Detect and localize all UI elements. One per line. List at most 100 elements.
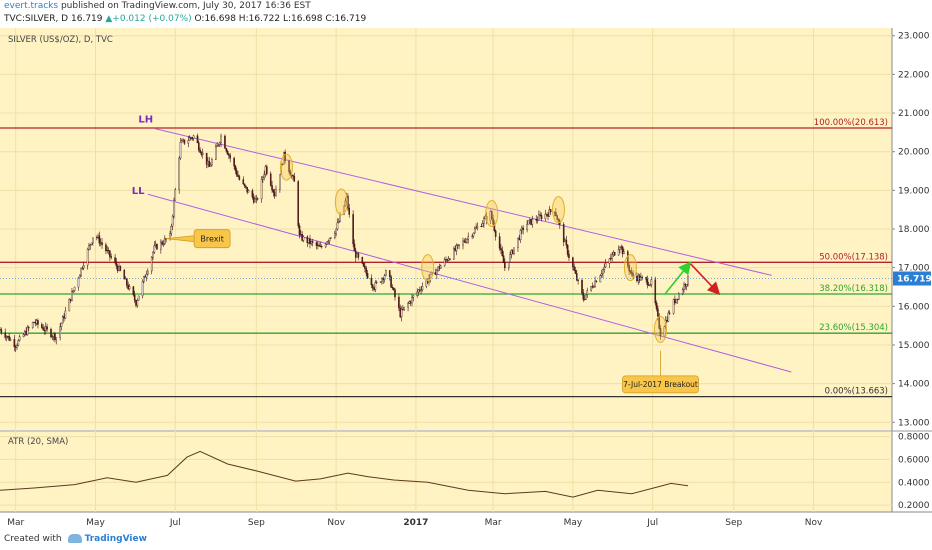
candle-body — [371, 284, 374, 289]
candle-body — [327, 240, 330, 243]
candle-body — [628, 265, 630, 271]
candle-body — [381, 278, 383, 283]
candle-body — [370, 278, 373, 286]
candle-body — [292, 175, 294, 177]
candle-body — [492, 218, 494, 225]
footer-credit: Created with TradingView — [4, 534, 147, 544]
tradingview-brand[interactable]: TradingView — [84, 534, 147, 544]
candle-body — [403, 306, 405, 310]
candle-body — [638, 275, 641, 281]
candle-body — [22, 334, 25, 337]
candle-body — [564, 239, 566, 243]
candle-body — [68, 298, 71, 312]
candle-body — [115, 261, 118, 267]
candle-body — [684, 284, 687, 287]
candle-body — [306, 236, 309, 244]
candle-body — [619, 246, 621, 250]
candle-body — [224, 135, 226, 149]
candle-body — [419, 289, 421, 291]
candle-body — [362, 262, 365, 267]
candle-body — [594, 280, 596, 287]
candle-body — [273, 191, 276, 197]
candle-body — [593, 286, 595, 288]
trendline-label: LH — [138, 115, 153, 126]
candle-body — [519, 230, 522, 240]
candle-body — [326, 241, 328, 245]
candle-body — [171, 215, 174, 227]
candle-body — [5, 336, 8, 338]
candle-body — [319, 246, 322, 248]
y-tick-label: 21.000 — [898, 109, 930, 119]
candle-body — [654, 279, 657, 304]
candle-body — [0, 329, 3, 333]
candle-body — [162, 243, 165, 245]
candle-body — [483, 218, 485, 224]
candle-body — [657, 308, 659, 317]
candle-body — [498, 236, 501, 249]
candle-body — [398, 296, 400, 309]
candle-body — [89, 244, 92, 246]
highlight-ellipse — [623, 254, 637, 282]
candle-body — [309, 238, 311, 245]
candle-body — [646, 279, 649, 286]
change-value: +0.012 (+0.07%) — [112, 14, 192, 24]
created-with-text: Created with — [4, 534, 62, 544]
candle-body — [156, 244, 158, 250]
candle-body — [272, 189, 275, 193]
candle-body — [443, 259, 446, 266]
candle-body — [330, 237, 332, 239]
candle-body — [416, 291, 419, 296]
candle-body — [544, 213, 547, 220]
candle-body — [502, 255, 505, 263]
candle-body — [603, 266, 606, 270]
x-tick-label: Jul — [169, 518, 181, 528]
candle-body — [620, 246, 623, 248]
candle-body — [555, 212, 557, 216]
candle-body — [674, 299, 676, 303]
candle-body — [494, 230, 497, 237]
candle-body — [602, 269, 604, 274]
candle-body — [623, 251, 625, 255]
candle-body — [205, 152, 208, 165]
candle-body — [388, 270, 391, 277]
candle-body — [467, 236, 470, 240]
candle-body — [279, 174, 281, 190]
candle-body — [659, 328, 662, 337]
candle-body — [539, 214, 541, 216]
candle-body — [73, 286, 76, 291]
candle-body — [106, 249, 109, 252]
candle-body — [521, 227, 523, 231]
atr-tick-label: 0.6000 — [898, 455, 930, 465]
candle-body — [480, 226, 483, 228]
candle-body — [685, 284, 688, 287]
candle-body — [251, 190, 254, 198]
candle-body — [98, 235, 101, 244]
candle-body — [425, 280, 428, 287]
candle-body — [220, 135, 222, 143]
candle-body — [153, 245, 156, 253]
candle-body — [667, 312, 670, 322]
candle-body — [226, 150, 229, 155]
candle-body — [211, 159, 213, 166]
fib-level-label: 38.20%(16.318) — [819, 284, 888, 294]
candle-body — [133, 294, 136, 301]
candle-body — [27, 327, 30, 329]
price-chart[interactable]: Mar May Jul Sep Nov 2017 Mar May Jul Sep Nov 23.000… — [0, 28, 932, 530]
candle-body — [522, 227, 524, 230]
candle-body — [311, 241, 314, 243]
breakout-callout-text: 7-Jul-2017 Breakout — [623, 380, 698, 389]
candle-body — [34, 321, 37, 324]
candle-body — [183, 139, 186, 144]
candle-body — [617, 249, 620, 256]
candle-body — [449, 258, 451, 260]
candle-body — [109, 250, 111, 257]
candle-body — [4, 332, 7, 338]
candle-body — [293, 175, 296, 182]
candle-body — [328, 237, 331, 242]
candle-body — [481, 223, 484, 227]
author-link[interactable]: evert.tracks — [4, 1, 59, 11]
candle-body — [245, 185, 247, 188]
candle-body — [630, 271, 633, 274]
candle-body — [255, 198, 258, 200]
candle-body — [8, 335, 10, 341]
